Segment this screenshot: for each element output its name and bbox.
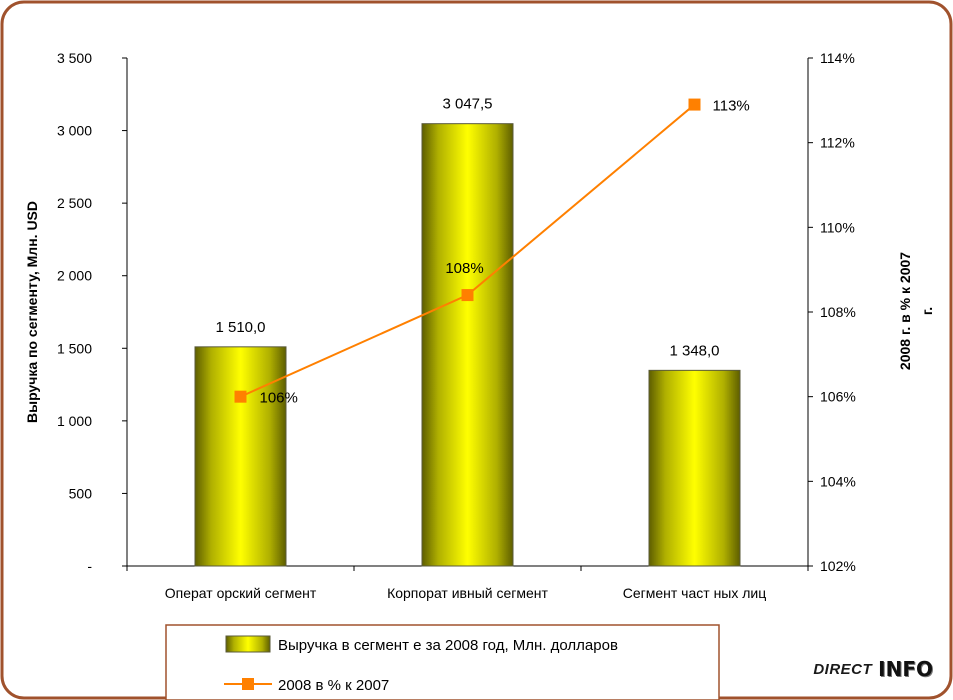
bars (194, 123, 741, 567)
legend-swatch-bar (225, 635, 271, 653)
right-tick-label: 106% (820, 389, 856, 405)
y-left-axis-title: Выручка по сегменту, Млн. USD (24, 201, 40, 423)
legend-label-bar: Выручка в сегмент е за 2008 год, Млн. до… (278, 637, 618, 654)
left-tick-label: 3 000 (57, 123, 92, 139)
legend: Выручка в сегмент е за 2008 год, Млн. до… (165, 624, 720, 700)
line-value-label: 113% (713, 98, 750, 115)
x-tick-label: Сегмент част ных лиц (623, 585, 767, 601)
line-point (461, 289, 474, 302)
line-value-label: 106% (260, 390, 298, 407)
left-tick-label: - (87, 558, 92, 574)
logo: DIRECT INFO (813, 656, 933, 682)
logo-part1: DIRECT (813, 660, 873, 678)
bar (194, 346, 287, 567)
left-tick-label: 1 000 (57, 413, 92, 429)
labels: 1 510,0 3 047,5 1 348,0 106% 108% 113% (215, 96, 749, 407)
bar (648, 369, 741, 567)
bar (421, 123, 514, 567)
right-tick-label: 102% (820, 558, 856, 574)
legend-swatch-marker (242, 678, 254, 690)
y-right-axis-title: 2008 г. в % к 2007 (897, 252, 913, 370)
right-tick-label: 112% (820, 135, 855, 151)
bar-value-label: 3 047,5 (442, 96, 492, 113)
bar-value-label: 1 510,0 (215, 319, 265, 336)
line-series (234, 98, 701, 403)
x-tick-label: Операт орский сегмент (165, 585, 317, 601)
right-tick-label: 114% (820, 50, 855, 66)
line-value-label: 108% (445, 260, 483, 277)
legend-label-line: 2008 в % к 2007 (278, 677, 389, 694)
line-point (234, 390, 247, 403)
right-tick-label: 104% (820, 473, 856, 489)
x-tick-label: Корпорат ивный сегмент (387, 585, 548, 601)
left-tick-label: 500 (69, 485, 93, 501)
left-tick-label: 3 500 (57, 50, 92, 66)
left-tick-label: 2 000 (57, 268, 92, 284)
line-point (688, 98, 701, 111)
left-tick-label: 1 500 (57, 340, 92, 356)
right-tick-label: 110% (820, 219, 855, 235)
right-tick-label: 108% (820, 304, 856, 320)
logo-part2: INFO (878, 657, 933, 681)
y-right-axis-title-line2: г. (919, 307, 935, 315)
left-tick-label: 2 500 (57, 195, 92, 211)
bar-value-label: 1 348,0 (669, 342, 719, 359)
